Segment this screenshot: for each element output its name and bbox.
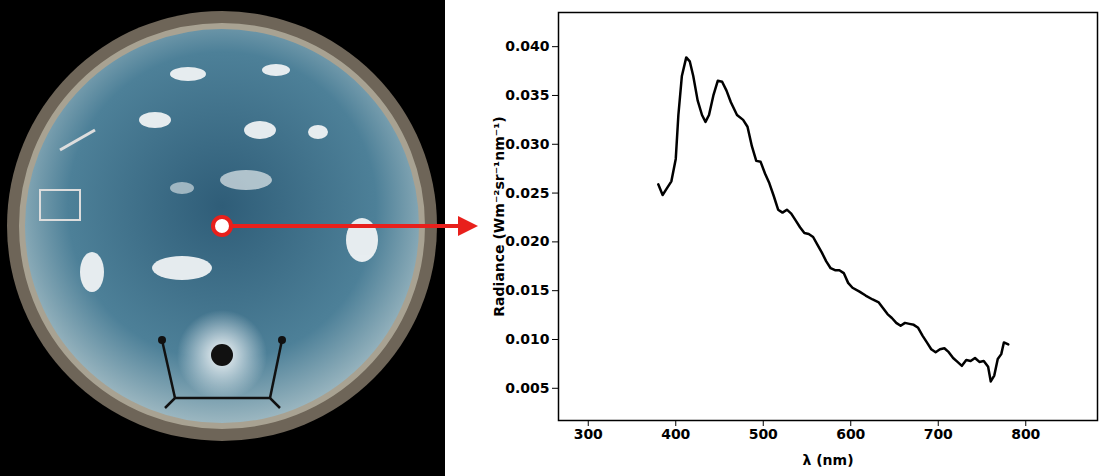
svg-text:0.030: 0.030: [505, 136, 550, 152]
svg-text:0.010: 0.010: [505, 331, 550, 347]
svg-text:0.040: 0.040: [505, 38, 550, 54]
svg-text:λ (nm): λ (nm): [802, 452, 853, 468]
svg-text:700: 700: [924, 426, 953, 442]
svg-text:600: 600: [836, 426, 865, 442]
svg-text:300: 300: [574, 426, 603, 442]
svg-text:0.025: 0.025: [505, 185, 549, 201]
svg-text:0.020: 0.020: [505, 233, 550, 249]
svg-text:0.005: 0.005: [505, 380, 549, 396]
svg-text:0.035: 0.035: [505, 87, 549, 103]
svg-text:500: 500: [749, 426, 778, 442]
svg-text:0.015: 0.015: [505, 282, 549, 298]
svg-text:400: 400: [661, 426, 690, 442]
svg-text:Radiance (Wm⁻²sr⁻¹nm⁻¹): Radiance (Wm⁻²sr⁻¹nm⁻¹): [491, 116, 507, 316]
svg-text:800: 800: [1011, 426, 1040, 442]
